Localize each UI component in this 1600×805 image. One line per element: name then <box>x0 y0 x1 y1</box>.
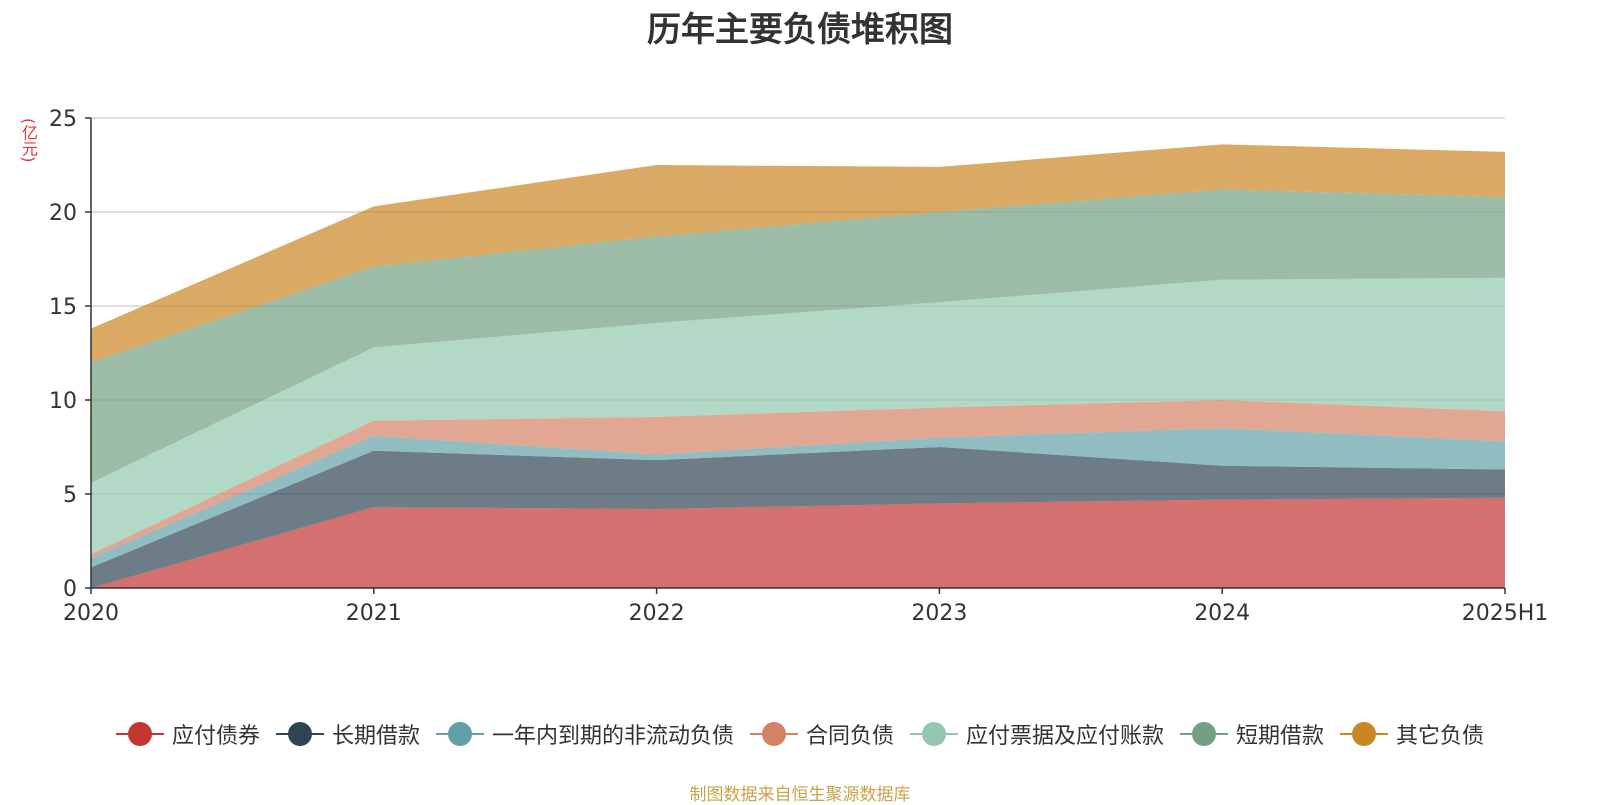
y-tick-label: 5 <box>63 483 77 508</box>
area-series-一年内到期的非流动负债 <box>91 428 1505 568</box>
legend-item[interactable]: 其它负债 <box>1340 718 1484 750</box>
legend-marker-icon <box>115 722 164 746</box>
x-tick-label: 2024 <box>1194 601 1250 626</box>
area-series-长期借款 <box>91 447 1505 588</box>
data-source-note: 制图数据来自恒生聚源数据库 <box>689 785 911 805</box>
legend-label: 一年内到期的非流动负债 <box>491 724 734 749</box>
y-tick-label: 15 <box>49 295 77 320</box>
legend-label: 应付票据及应付账款 <box>966 724 1165 749</box>
area-series-合同负债 <box>91 400 1505 558</box>
area-series-短期借款 <box>91 189 1505 483</box>
legend-item[interactable]: 应付债券 <box>115 718 260 750</box>
x-tick-label: 2020 <box>63 601 119 626</box>
legend-label: 长期借款 <box>331 724 420 749</box>
legend-item[interactable]: 短期借款 <box>1180 718 1324 750</box>
chart-title: 历年主要负债堆积图 <box>647 10 953 50</box>
legend-label: 其它负债 <box>1396 724 1485 749</box>
y-axis-label: (亿元) <box>19 118 38 163</box>
legend-marker-icon <box>1340 722 1389 746</box>
y-tick-label: 0 <box>63 577 77 602</box>
y-tick-label: 25 <box>49 107 77 132</box>
x-tick-label: 2021 <box>346 601 402 626</box>
legend-item[interactable]: 应付票据及应付账款 <box>910 718 1164 750</box>
legend-item[interactable]: 长期借款 <box>275 718 420 750</box>
area-series-应付债券 <box>91 497 1505 588</box>
x-tick-label: 2023 <box>911 601 967 626</box>
legend-label: 短期借款 <box>1236 724 1325 749</box>
x-tick-label: 2022 <box>629 601 685 626</box>
x-tick-label: 2025H1 <box>1462 601 1549 626</box>
area-series-应付票据及应付账款 <box>91 277 1505 555</box>
legend-item[interactable]: 一年内到期的非流动负债 <box>435 718 734 750</box>
area-series-其它负债 <box>91 144 1505 363</box>
legend-label: 合同负债 <box>805 724 894 749</box>
legend-item[interactable]: 合同负债 <box>749 718 894 750</box>
stacked-area-chart: 0 5 10 15 20 25 2020 2021 2022 2023 2024 2025H1 <box>49 107 1549 626</box>
legend-marker-icon <box>435 722 484 746</box>
y-tick-label: 10 <box>49 389 77 414</box>
legend-marker-icon <box>1180 722 1229 746</box>
y-tick-label: 20 <box>49 201 77 226</box>
chart-legend: 应付债券 长期借款 一年内到期的非流动负债 合同负债 应付票据及应付账款 短期借款 其它负债 <box>0 718 1600 750</box>
legend-marker-icon <box>910 722 958 746</box>
legend-marker-icon <box>275 722 324 746</box>
legend-marker-icon <box>749 722 798 746</box>
legend-label: 应付债券 <box>171 724 260 749</box>
